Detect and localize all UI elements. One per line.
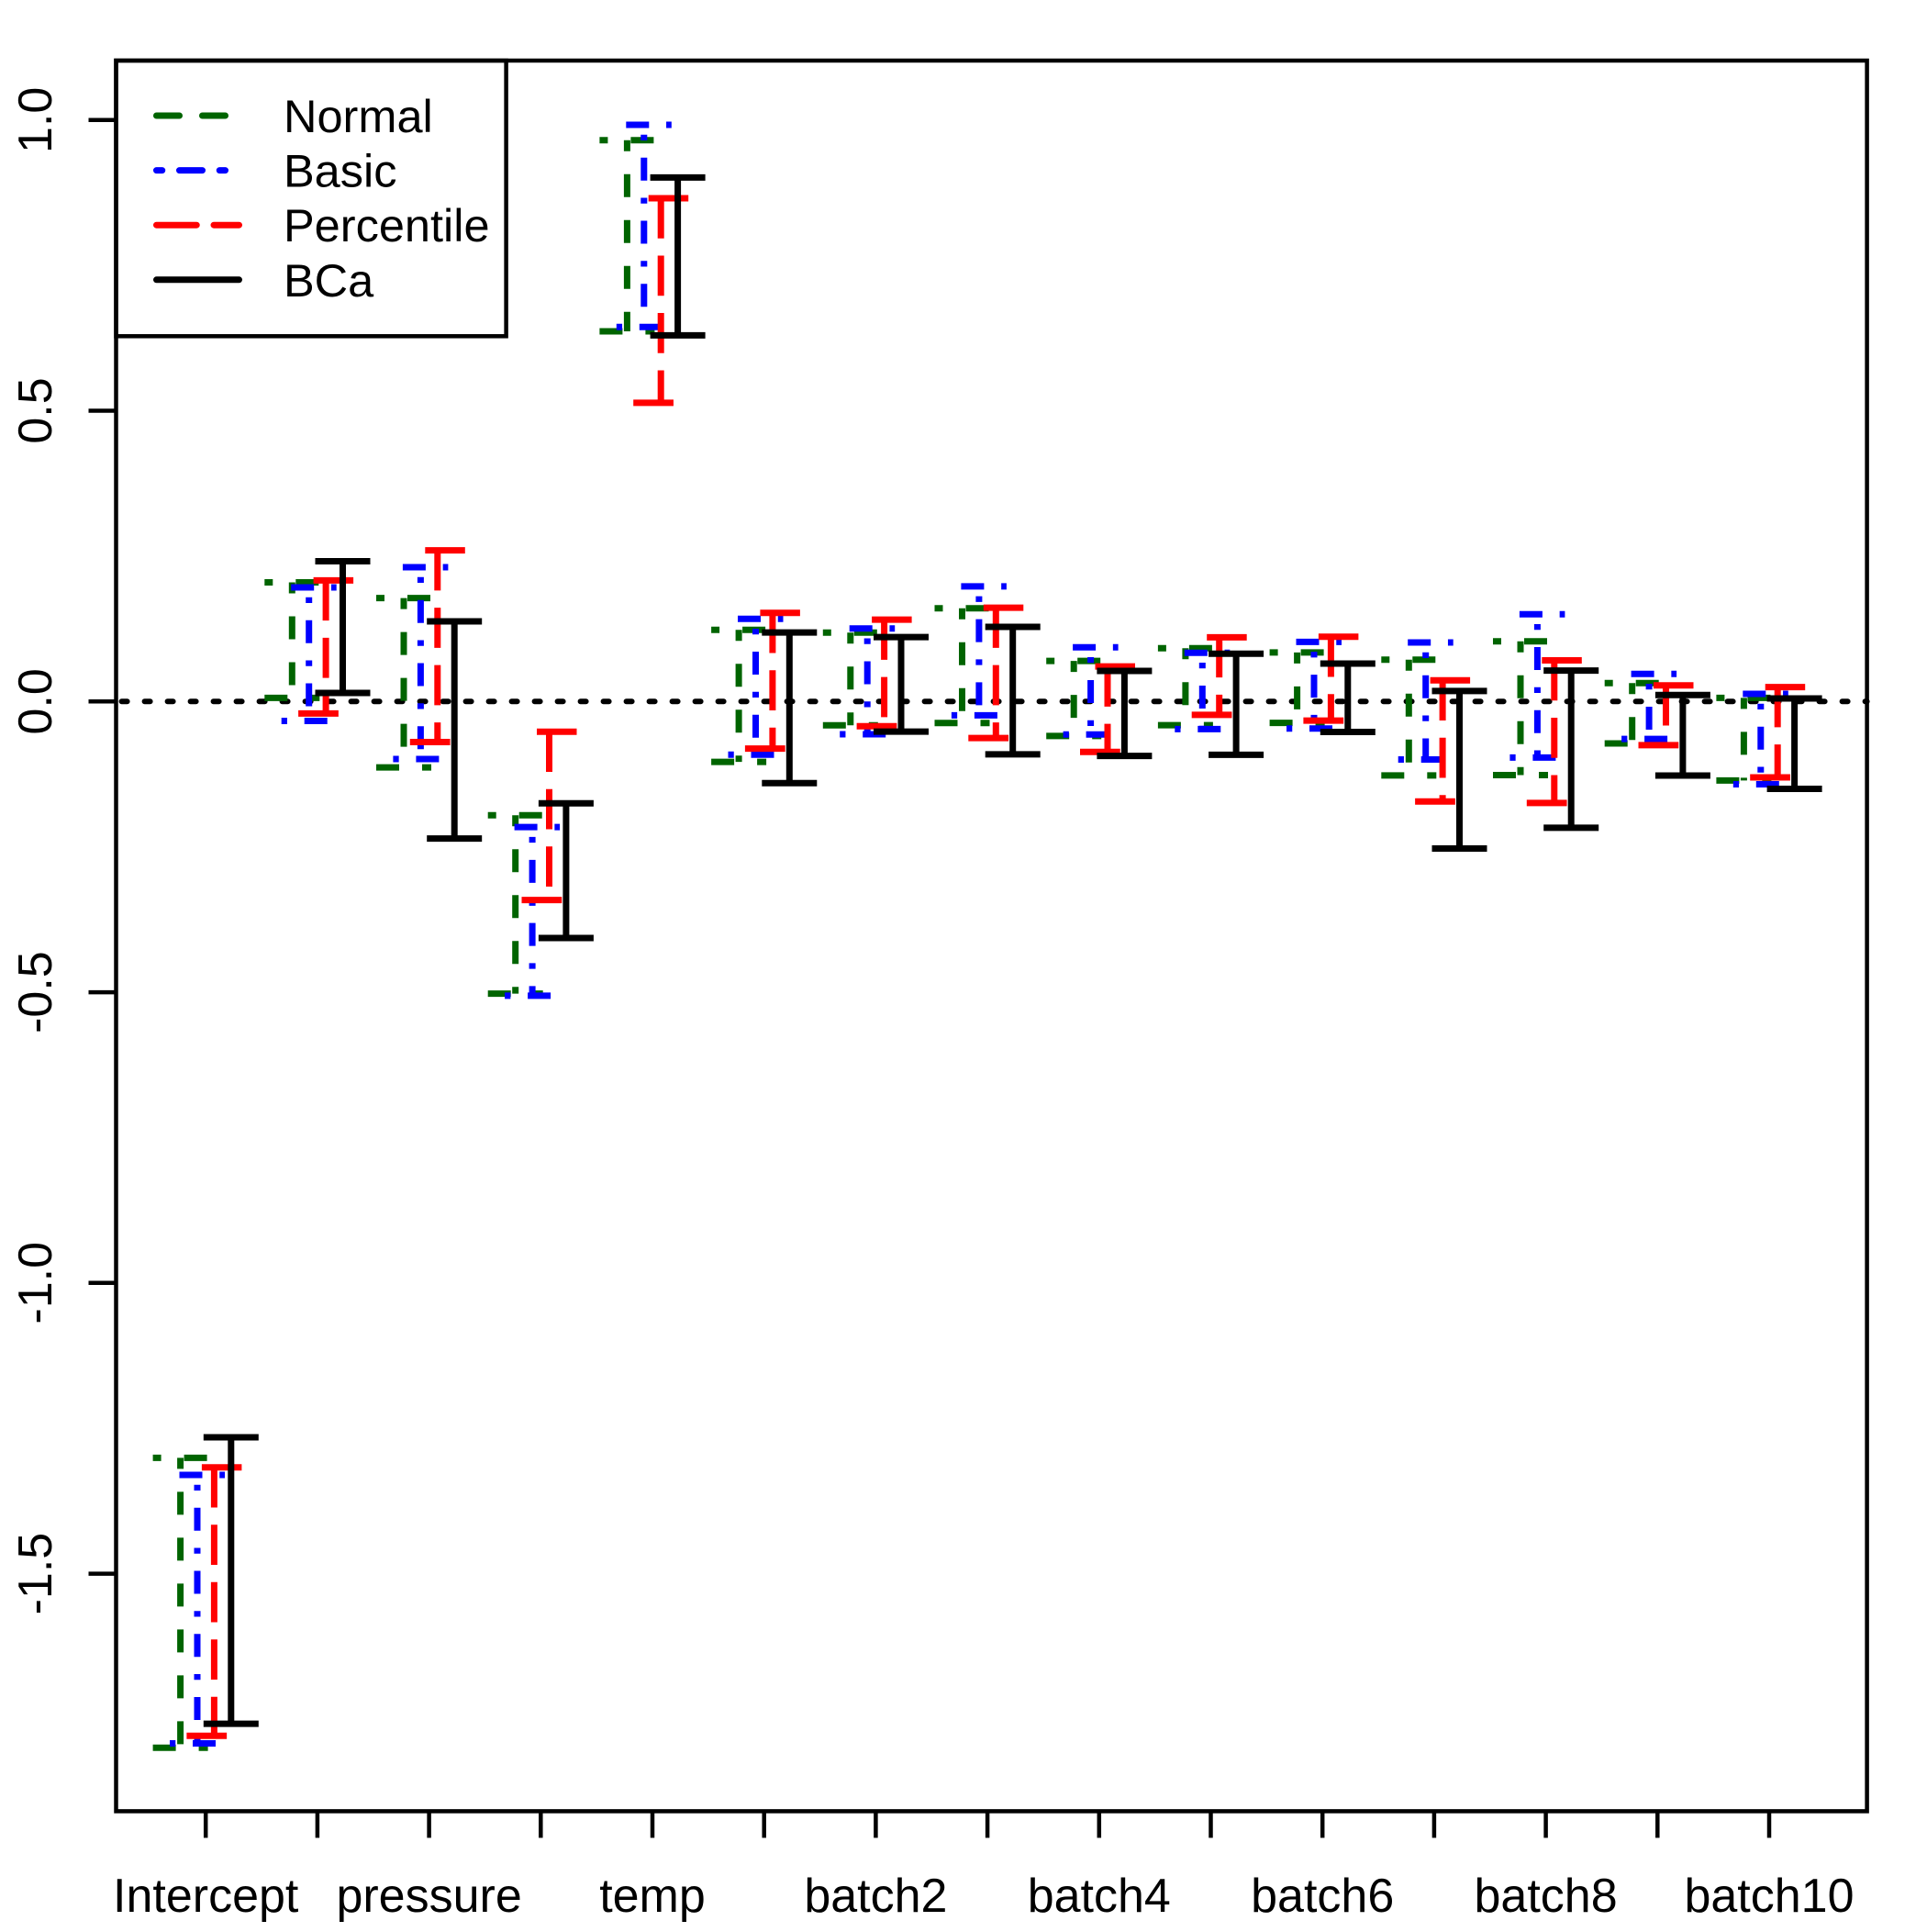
svg-text:1.0: 1.0 [9,87,62,153]
svg-text:pressure: pressure [336,1870,521,1923]
svg-text:Intercept: Intercept [113,1870,299,1923]
svg-text:0.0: 0.0 [9,668,62,734]
svg-text:-0.5: -0.5 [9,951,62,1033]
svg-text:batch10: batch10 [1684,1870,1854,1923]
svg-text:Normal: Normal [284,90,433,142]
svg-text:-1.5: -1.5 [9,1533,62,1615]
svg-text:Percentile: Percentile [284,199,490,251]
svg-text:temp: temp [599,1870,706,1923]
svg-text:-1.0: -1.0 [9,1242,62,1324]
svg-text:BCa: BCa [284,254,374,307]
svg-text:Basic: Basic [284,145,397,197]
svg-text:batch4: batch4 [1028,1870,1171,1923]
svg-text:batch6: batch6 [1251,1870,1394,1923]
svg-text:batch8: batch8 [1475,1870,1618,1923]
svg-text:0.5: 0.5 [9,377,62,443]
svg-text:batch2: batch2 [804,1870,947,1923]
